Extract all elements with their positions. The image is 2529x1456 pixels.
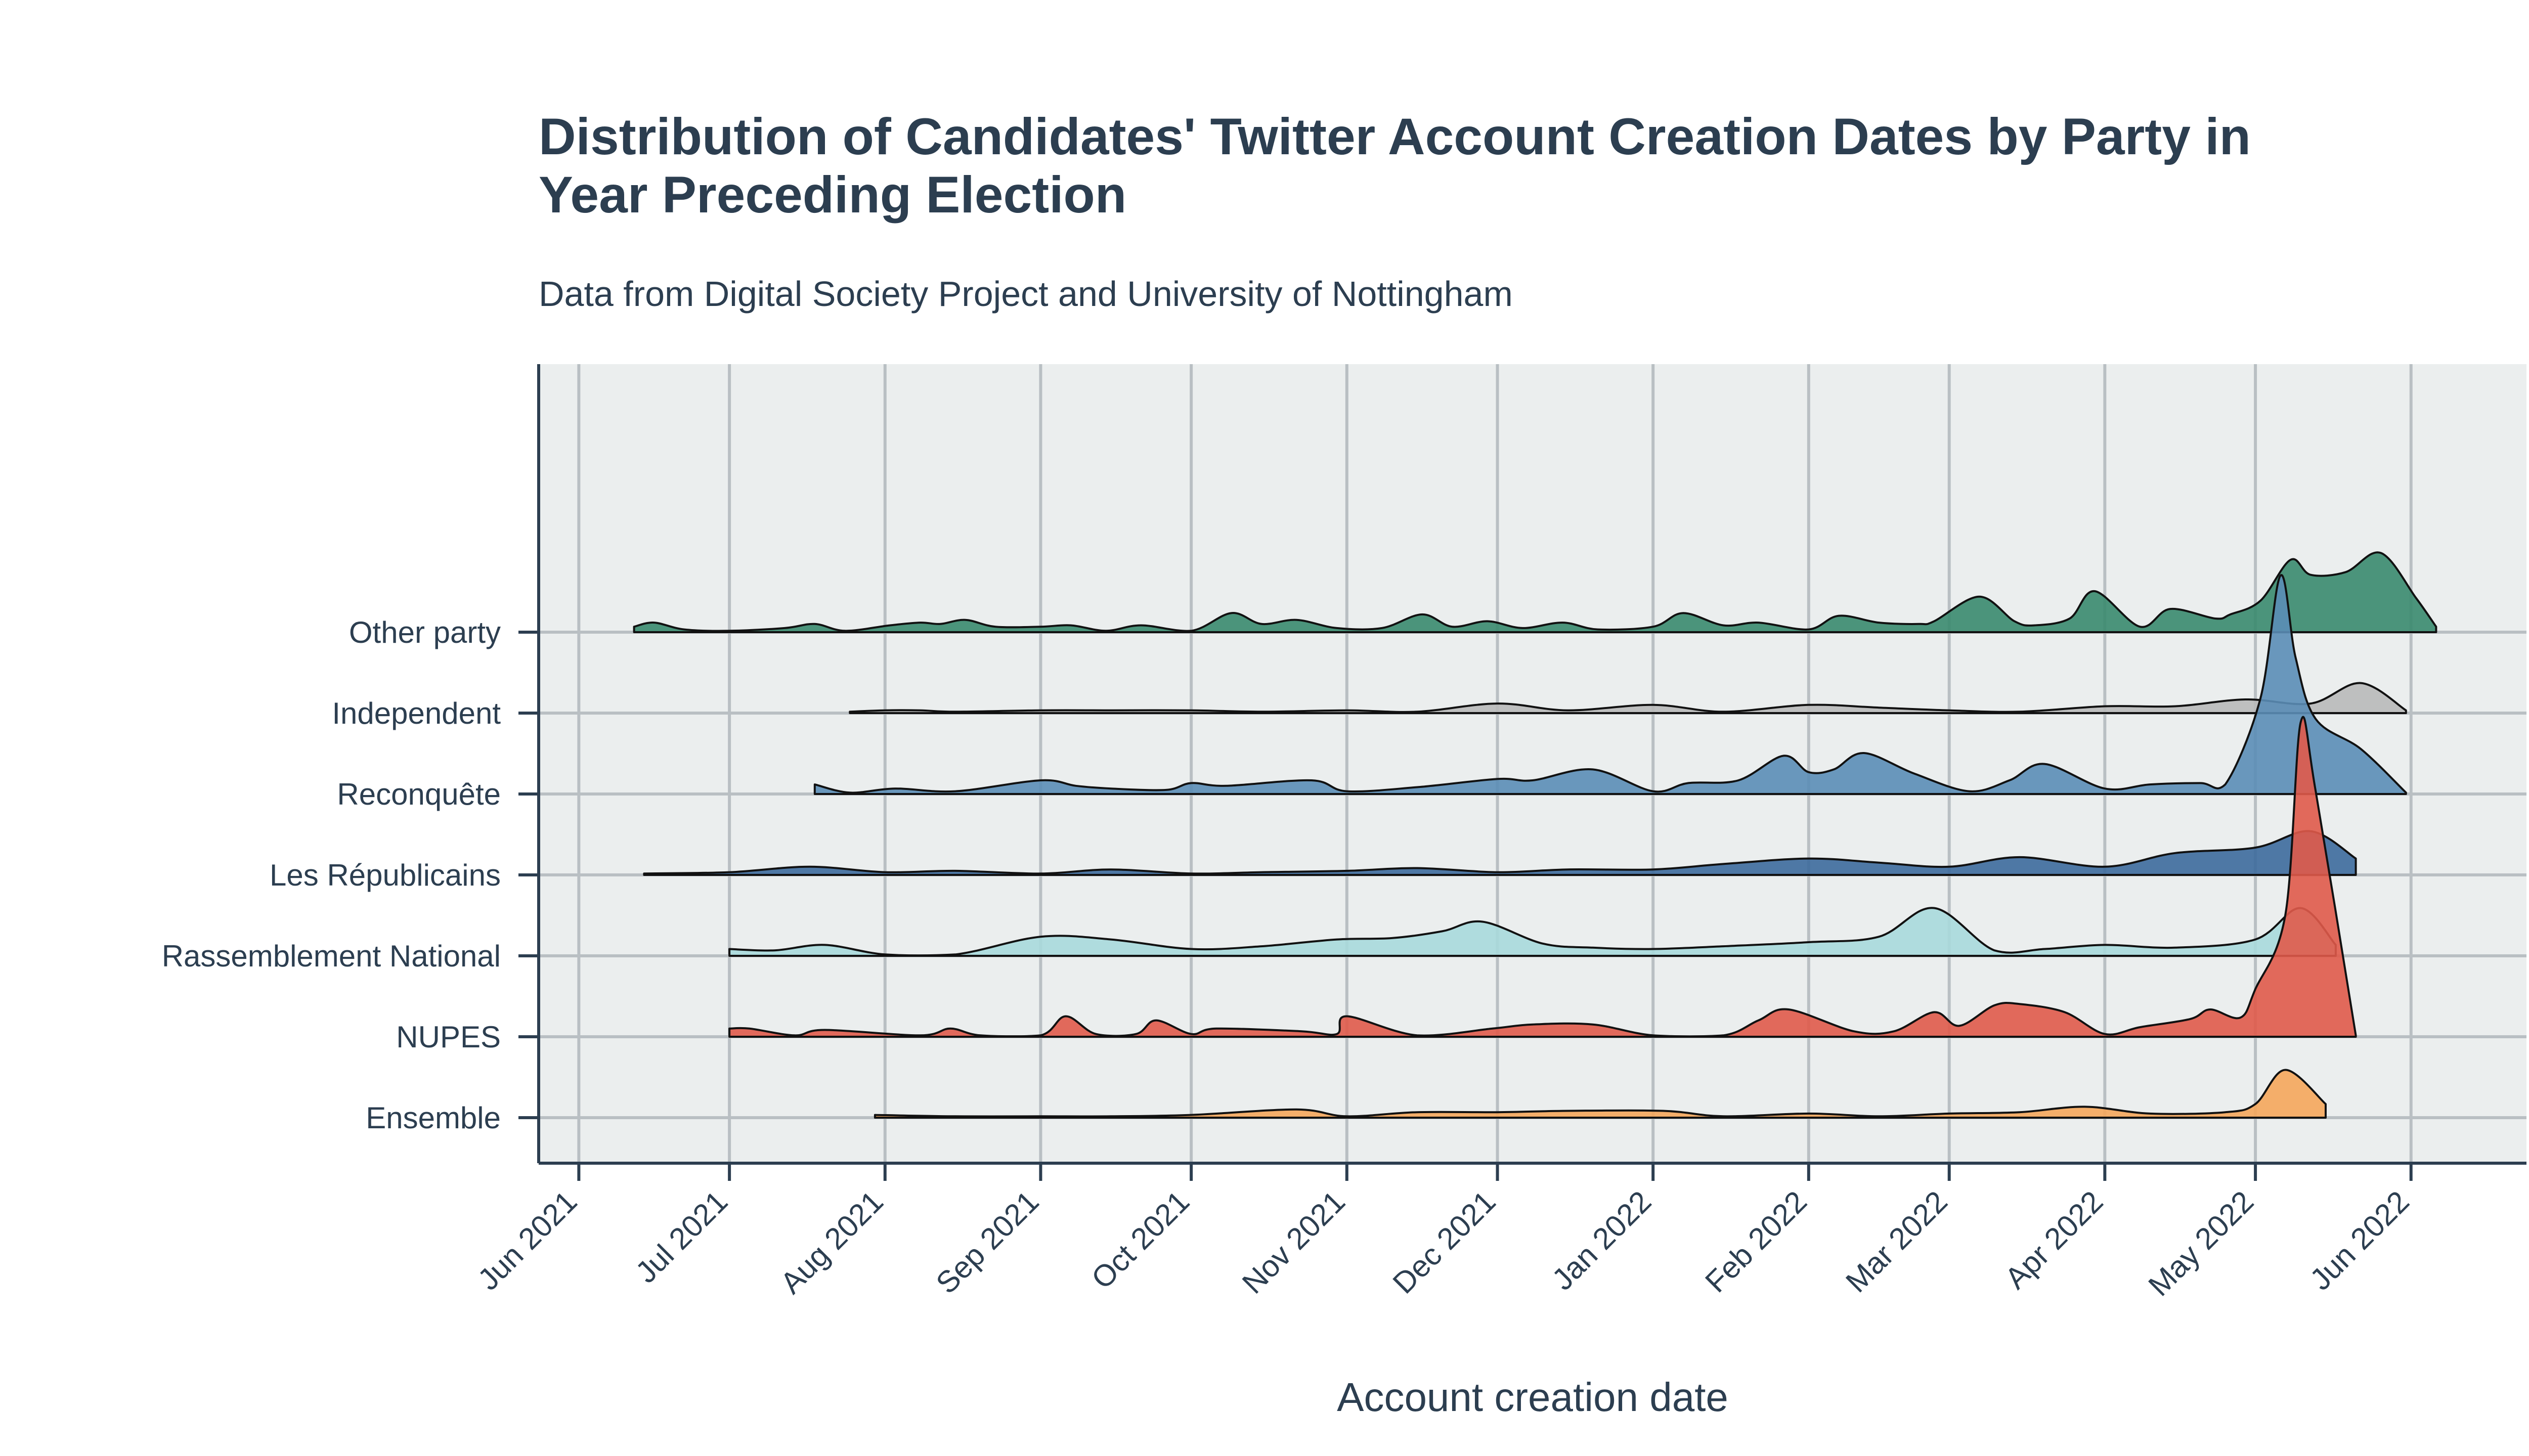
ridge-independent xyxy=(849,682,2407,714)
plot-panel xyxy=(539,364,2526,1163)
x-axis-label: Account creation date xyxy=(1337,1375,1728,1420)
y-tick-label: Les Républicains xyxy=(270,858,501,892)
y-tick-label: Rassemblement National xyxy=(162,939,501,973)
ridge-les-r-publicains xyxy=(643,830,2357,876)
chart-title-line-1: Distribution of Candidates' Twitter Acco… xyxy=(539,108,2251,165)
ridge-ensemble xyxy=(874,1069,2327,1119)
y-tick-label: NUPES xyxy=(396,1020,501,1054)
ridge-rassemblement-national xyxy=(728,907,2337,957)
chart-title-line-2: Year Preceding Election xyxy=(539,166,1126,224)
y-tick-label: Ensemble xyxy=(366,1101,501,1135)
ridge-nupes xyxy=(728,716,2357,1038)
ridge-reconqu-te xyxy=(813,574,2407,795)
y-tick-label: Independent xyxy=(332,696,501,730)
chart-subtitle: Data from Digital Society Project and Un… xyxy=(539,274,1513,314)
ridges xyxy=(633,551,2437,1119)
y-axis-ticks: Other party Independent Reconquête Les Répu… xyxy=(162,615,539,1135)
y-tick-label: Other party xyxy=(349,615,501,649)
ridge-other-party xyxy=(633,551,2437,633)
y-tick-label: Reconquête xyxy=(337,777,501,811)
